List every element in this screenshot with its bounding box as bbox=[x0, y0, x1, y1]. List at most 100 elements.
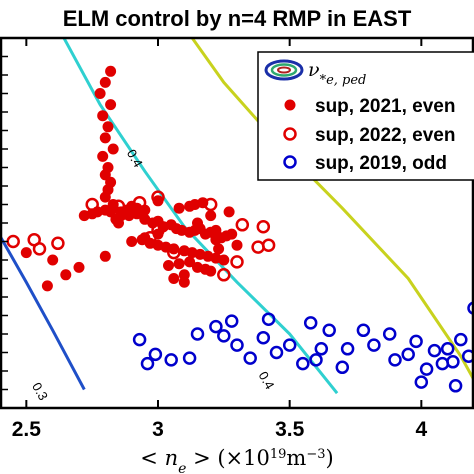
data-point bbox=[99, 76, 111, 88]
x-tick-label: 3.5 bbox=[275, 418, 305, 441]
data-point bbox=[261, 238, 276, 252]
data-point bbox=[107, 143, 119, 155]
data-point bbox=[167, 245, 181, 260]
series-1 bbox=[6, 190, 276, 282]
legend-entry-2019: sup, 2019, odd bbox=[315, 153, 447, 174]
data-point bbox=[356, 323, 371, 338]
data-point bbox=[203, 197, 218, 212]
legend-title: ν*e, ped bbox=[308, 59, 366, 88]
data-point bbox=[261, 312, 276, 326]
data-point bbox=[448, 379, 463, 393]
data-point bbox=[401, 347, 415, 362]
data-point bbox=[322, 323, 336, 338]
data-point bbox=[97, 110, 109, 122]
contour-label-0-0: 0.3 bbox=[29, 380, 51, 403]
ticks-layer: 2.5 3 3.5 4 bbox=[1, 38, 427, 441]
data-point bbox=[94, 88, 106, 99]
data-point bbox=[126, 236, 138, 247]
legend-marker-2022 bbox=[283, 127, 297, 141]
data-point bbox=[205, 210, 217, 222]
data-point bbox=[226, 228, 238, 240]
data-point bbox=[454, 332, 468, 347]
data-point bbox=[446, 355, 460, 369]
data-point bbox=[20, 247, 32, 259]
legend-marker-2021 bbox=[284, 99, 296, 111]
data-point bbox=[409, 334, 423, 349]
data-point bbox=[99, 132, 111, 144]
data-point bbox=[218, 254, 230, 266]
x-tick-label: 4 bbox=[415, 418, 427, 441]
data-point bbox=[152, 195, 164, 207]
data-point bbox=[73, 261, 85, 273]
data-point bbox=[256, 330, 271, 345]
data-point bbox=[151, 190, 165, 204]
x-axis-label-unit-sup: −3 bbox=[306, 447, 325, 462]
data-point bbox=[105, 99, 117, 111]
x-tick-label: 2.5 bbox=[12, 418, 42, 441]
data-point bbox=[335, 360, 350, 375]
data-point bbox=[119, 205, 134, 219]
data-point bbox=[99, 191, 111, 203]
data-point bbox=[143, 231, 157, 245]
data-point bbox=[209, 319, 223, 334]
legend-entry-2021: sup, 2021, even bbox=[315, 96, 455, 117]
contour-line-2 bbox=[190, 38, 474, 384]
data-point bbox=[230, 338, 244, 352]
data-point bbox=[97, 150, 109, 162]
data-point bbox=[182, 351, 197, 365]
data-point bbox=[192, 217, 203, 229]
data-point bbox=[32, 242, 47, 256]
data-point bbox=[85, 197, 99, 212]
data-point bbox=[178, 276, 190, 288]
x-axis-label-sub: e bbox=[178, 461, 186, 474]
data-point bbox=[282, 338, 297, 352]
data-point bbox=[168, 273, 180, 284]
data-point bbox=[269, 345, 284, 360]
data-point bbox=[231, 239, 243, 251]
data-point bbox=[296, 356, 310, 371]
data-point bbox=[210, 234, 222, 246]
data-point bbox=[51, 236, 65, 251]
chart-title: ELM control by n=4 RMP in EAST bbox=[63, 6, 412, 31]
data-point bbox=[140, 356, 155, 371]
data-point bbox=[47, 254, 59, 266]
data-point bbox=[224, 314, 239, 328]
data-point bbox=[414, 375, 429, 389]
data-point bbox=[60, 269, 72, 281]
data-point bbox=[419, 362, 434, 376]
data-point bbox=[164, 353, 178, 367]
legend: ν*e, ped sup, 2021, even sup, 2022, even… bbox=[257, 51, 474, 181]
data-point bbox=[440, 342, 455, 356]
x-axis-label-unit: m bbox=[286, 446, 306, 470]
data-point bbox=[132, 332, 147, 347]
data-point bbox=[427, 343, 442, 358]
data-point bbox=[256, 219, 271, 234]
data-point bbox=[461, 349, 474, 363]
data-point bbox=[243, 351, 257, 365]
data-point bbox=[173, 258, 185, 270]
legend-title-base: ν bbox=[308, 59, 320, 81]
x-axis-label: < ne > (×1019m−3) bbox=[140, 446, 333, 474]
legend-title-sub: *e, ped bbox=[320, 73, 367, 88]
data-point bbox=[184, 256, 196, 268]
data-point bbox=[184, 200, 196, 212]
data-point bbox=[309, 353, 323, 367]
data-point bbox=[230, 255, 244, 269]
data-point bbox=[190, 327, 205, 341]
legend-contour-icon bbox=[264, 59, 304, 81]
data-point bbox=[251, 240, 265, 254]
data-point bbox=[213, 243, 225, 255]
x-axis-label-close: ) bbox=[326, 446, 334, 470]
data-point bbox=[314, 342, 329, 356]
data-point bbox=[132, 195, 147, 210]
data-point bbox=[467, 301, 474, 315]
series-layer bbox=[6, 65, 474, 393]
plot-area: 0.30.40.40.5 bbox=[0, 38, 474, 403]
data-point bbox=[303, 316, 318, 330]
data-point bbox=[435, 356, 450, 371]
data-point bbox=[205, 265, 217, 277]
data-point bbox=[131, 208, 143, 220]
series-0 bbox=[20, 65, 243, 292]
contour-label-1-1: 0.4 bbox=[256, 369, 278, 392]
